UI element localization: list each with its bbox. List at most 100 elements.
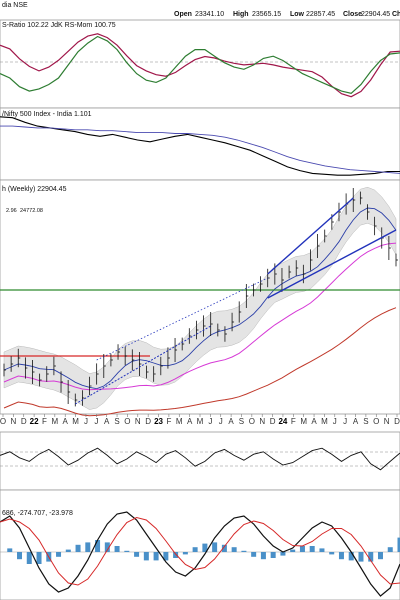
macd-histogram-bar — [290, 549, 296, 552]
month-tick-label: M — [197, 417, 204, 426]
macd-histogram-bar — [212, 542, 218, 552]
month-tick-label: D — [394, 417, 400, 426]
high-value: 23565.15 — [252, 11, 281, 18]
year-tick-label: 22 — [30, 417, 39, 426]
macd-histogram-bar — [280, 552, 286, 556]
exchange-label: dia NSE — [2, 2, 28, 9]
macd-histogram-bar — [319, 548, 325, 552]
macd-histogram-bar — [26, 552, 32, 564]
month-tick-label: N — [384, 417, 390, 426]
panel-frame — [0, 107, 400, 181]
month-tick-label: O — [249, 417, 255, 426]
macd-histogram-bar — [338, 552, 344, 560]
breadth-panel — [0, 431, 400, 491]
relative-strength-line — [0, 116, 400, 176]
rrg-series-line — [0, 35, 400, 94]
month-tick-label: J — [94, 417, 98, 426]
macd-histogram-bar — [270, 552, 276, 558]
month-tick-label: D — [270, 417, 276, 426]
month-tick-label: A — [104, 417, 110, 426]
month-tick-label: A — [353, 417, 359, 426]
ma-legend-1: 2.96 — [6, 208, 17, 214]
macd-panel: 686, -274.707, -23.978 — [0, 489, 400, 600]
month-tick-label: A — [228, 417, 234, 426]
breadth-line — [0, 447, 400, 471]
panel-frame — [0, 19, 400, 109]
month-tick-label: M — [52, 417, 59, 426]
rrg-indicator-panel: S-Ratio 102.22 JdK RS-Mom 100.75 — [0, 19, 400, 109]
low-value: 22857.45 — [306, 11, 335, 18]
month-tick-label: J — [208, 417, 212, 426]
macd-histogram-bar — [299, 546, 305, 552]
month-tick-label: N — [135, 417, 141, 426]
long-moving-average — [3, 307, 397, 417]
month-tick-label: A — [63, 417, 69, 426]
month-tick-label: J — [84, 417, 88, 426]
signal-line — [0, 516, 400, 586]
month-tick-label: O — [0, 417, 6, 426]
month-tick-label: D — [145, 417, 151, 426]
macd-histogram-bar — [143, 552, 149, 561]
macd-histogram-bar — [397, 537, 400, 552]
macd-histogram-bar — [85, 542, 91, 552]
month-tick-label: M — [300, 417, 307, 426]
macd-histogram-bar — [134, 552, 140, 557]
macd-histogram-bar — [241, 550, 247, 552]
month-tick-label: M — [176, 417, 183, 426]
macd-histogram-bar — [163, 552, 169, 561]
relative-strength-panel: /Nifty 500 Index - India 1.101 — [0, 107, 400, 181]
macd-histogram-bar — [56, 552, 62, 557]
month-tick-label: O — [124, 417, 130, 426]
month-tick-label: F — [42, 417, 47, 426]
macd-histogram-bar — [231, 547, 237, 552]
price-panel: h (Weekly) 22904.45 2.96 24772.08 — [0, 179, 400, 417]
panel-frame — [0, 489, 400, 600]
macd-histogram-bar — [153, 552, 159, 561]
relative-strength-line — [0, 125, 400, 174]
month-tick-label: N — [259, 417, 265, 426]
dashed-trendline — [75, 325, 211, 405]
macd-histogram-bar — [65, 549, 71, 552]
dotted-trendline — [96, 277, 268, 361]
price-legend: h (Weekly) 22904.45 — [2, 186, 67, 193]
year-tick-label: 24 — [278, 417, 287, 426]
macd-histogram-bar — [221, 544, 227, 552]
close-value: 22904.45 — [361, 11, 390, 18]
month-tick-label: S — [363, 417, 368, 426]
month-tick-label: O — [373, 417, 379, 426]
month-tick-label: J — [333, 417, 337, 426]
macd-histogram-bar — [358, 552, 364, 562]
month-tick-label: F — [291, 417, 296, 426]
open-value: 23341.10 — [195, 11, 224, 18]
month-tick-label: M — [72, 417, 79, 426]
month-tick-label: S — [114, 417, 119, 426]
macd-histogram-bar — [75, 544, 81, 552]
macd-histogram-bar — [36, 552, 42, 564]
macd-legend: 686, -274.707, -23.978 — [2, 510, 73, 517]
macd-histogram-bar — [124, 550, 130, 552]
month-tick-label: F — [166, 417, 171, 426]
high-label: High — [233, 11, 249, 18]
macd-histogram-bar — [95, 540, 101, 552]
short-moving-average — [3, 207, 397, 390]
macd-histogram-bar — [368, 552, 374, 562]
channel-upper — [267, 197, 354, 275]
macd-histogram-bar — [348, 552, 354, 561]
rrg-legend: S-Ratio 102.22 JdK RS-Mom 100.75 — [2, 22, 116, 29]
macd-histogram-bar — [114, 546, 120, 552]
panel-frame — [0, 431, 400, 491]
channel-lower — [267, 229, 397, 299]
month-tick-label: A — [311, 417, 317, 426]
mid-moving-average — [3, 242, 397, 391]
macd-histogram-bar — [173, 552, 179, 558]
macd-histogram-bar — [260, 552, 266, 560]
month-tick-label: J — [343, 417, 347, 426]
macd-histogram-bar — [377, 552, 383, 560]
macd-histogram-bar — [7, 548, 13, 552]
close-label: Close — [343, 11, 362, 18]
macd-histogram-bar — [17, 552, 23, 560]
month-tick-label: N — [10, 417, 16, 426]
low-label: Low — [290, 11, 305, 18]
x-axis: O N D 22 F M A M J J A S O N D 23 F M A M J J A S O N D 24 F M A M J J A S O… — [0, 414, 400, 426]
month-tick-label: S — [239, 417, 244, 426]
